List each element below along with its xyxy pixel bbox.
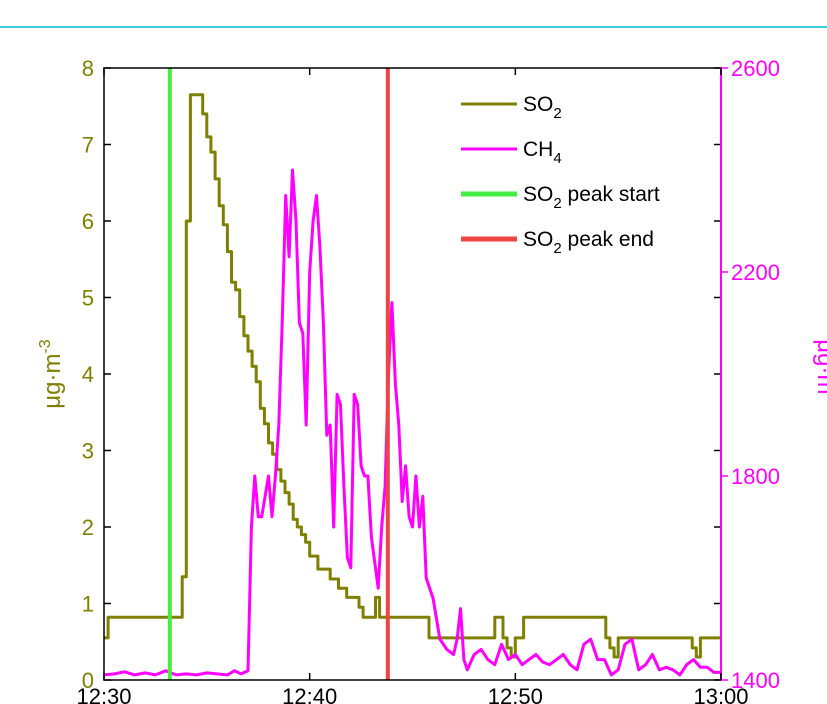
x-axis: 12:30 12:40 12:50 13:00 xyxy=(76,68,749,704)
x-tick-label: 12:30 xyxy=(76,684,131,704)
left-y-axis-label-base: μg·m xyxy=(39,354,66,409)
legend-label: CH4 xyxy=(523,138,562,167)
left-y-axis: 0 1 2 3 4 5 6 7 8 xyxy=(82,56,721,693)
legend-label-base: SO xyxy=(523,93,553,116)
left-y-tick-label: 3 xyxy=(82,439,94,464)
right-y-tick-label: 2600 xyxy=(731,56,780,81)
left-y-tick-label: 0 xyxy=(82,668,94,693)
legend-label-tail: peak end xyxy=(562,228,654,251)
legend-label-base: CH xyxy=(523,138,553,161)
legend-label-tail: peak start xyxy=(562,183,660,206)
legend-label: SO2 xyxy=(523,93,562,122)
legend-label: SO2 peak start xyxy=(523,183,660,212)
legend-label-base: SO xyxy=(523,183,553,206)
x-tick-label: 12:40 xyxy=(282,684,337,704)
right-y-tick-label: 2200 xyxy=(731,260,780,285)
left-y-tick-label: 7 xyxy=(82,133,94,158)
x-tick-label: 12:50 xyxy=(488,684,543,704)
legend-label-base: SO xyxy=(523,228,553,251)
right-y-tick-label: 1400 xyxy=(731,668,780,693)
left-y-tick-label: 6 xyxy=(82,209,94,234)
plot-area xyxy=(104,68,721,680)
legend-label-subscript: 2 xyxy=(553,195,561,212)
right-y-axis-label-sup: -3 xyxy=(824,394,827,408)
axes-box xyxy=(103,67,722,681)
right-y-tick-label: 1800 xyxy=(731,464,780,489)
right-y-axis-label: μg·m-3 xyxy=(812,339,827,409)
right-y-axis-label-base: μg·m xyxy=(812,339,827,394)
left-y-axis-label-sup: -3 xyxy=(37,339,54,353)
right-y-axis: 1400 1800 2200 2600 xyxy=(720,56,780,693)
legend-label: SO2 peak end xyxy=(523,228,654,257)
left-y-tick-label: 5 xyxy=(82,286,94,311)
so2-series-line xyxy=(104,93,721,659)
left-y-axis-label: μg·m-3 xyxy=(37,339,66,409)
left-y-tick-label: 2 xyxy=(82,515,94,540)
legend-label-subscript: 2 xyxy=(553,105,561,122)
x-tick-label: 13:00 xyxy=(693,684,748,704)
left-y-tick-label: 8 xyxy=(82,56,94,81)
left-y-tick-label: 4 xyxy=(82,362,94,387)
left-y-tick-label: 1 xyxy=(82,592,94,617)
legend-label-subscript: 2 xyxy=(553,240,561,257)
legend-label-subscript: 4 xyxy=(553,150,561,167)
